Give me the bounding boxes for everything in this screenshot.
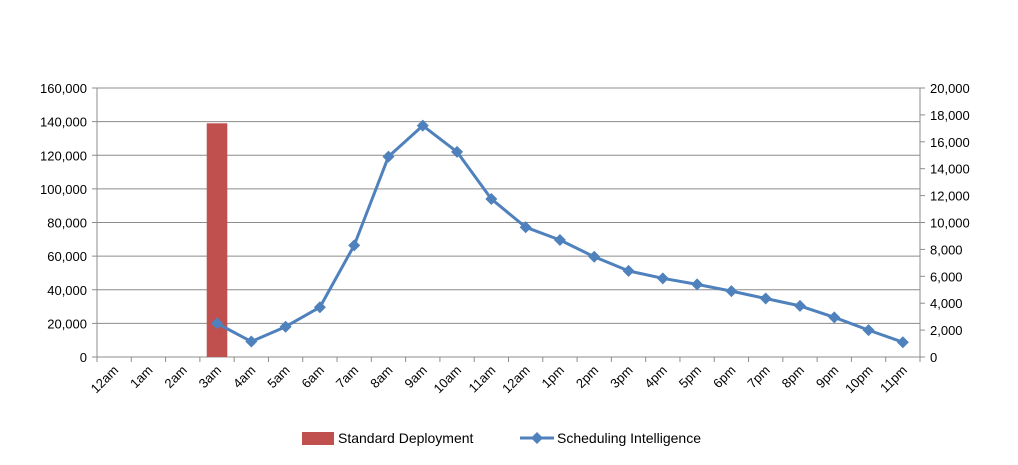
- right-tick-label: 14,000: [930, 162, 970, 177]
- line-point: [691, 278, 704, 291]
- bar-series: [206, 123, 228, 358]
- right-tick-label: 20,000: [930, 81, 970, 96]
- line-point: [451, 145, 464, 158]
- x-tick-label: 8am: [367, 363, 395, 391]
- x-tick-label: 4pm: [641, 363, 669, 391]
- right-tick-label: 10,000: [930, 216, 970, 231]
- right-tick-label: 18,000: [930, 108, 970, 123]
- line-point: [211, 317, 224, 330]
- left-tick-label: 160,000: [40, 81, 87, 96]
- right-tick-label: 2,000: [930, 323, 963, 338]
- line-point: [725, 285, 738, 298]
- x-tick-label: 2am: [161, 363, 189, 391]
- x-tick-label: 7am: [333, 363, 361, 391]
- x-tick-label: 6pm: [710, 363, 738, 391]
- left-tick-label: 80,000: [47, 216, 87, 231]
- gridlines: [97, 87, 920, 324]
- x-tick-label: 7pm: [744, 363, 772, 391]
- x-tick-label: 10pm: [842, 363, 876, 397]
- line-point: [416, 119, 429, 132]
- x-tick-label: 6am: [299, 363, 327, 391]
- x-tick-label: 12am: [499, 363, 533, 397]
- left-tick-label: 40,000: [47, 283, 87, 298]
- line-point: [759, 292, 772, 305]
- x-tick-label: 8pm: [779, 363, 807, 391]
- right-tick-label: 12,000: [930, 189, 970, 204]
- x-tick-label: 9pm: [813, 363, 841, 391]
- x-tick-label: 10am: [431, 363, 465, 397]
- bar: [206, 123, 228, 358]
- x-tick-label: 1am: [127, 363, 155, 391]
- left-tick-label: 0: [80, 350, 87, 365]
- left-tick-label: 60,000: [47, 249, 87, 264]
- line-point: [553, 233, 566, 246]
- right-tick-label: 0: [930, 350, 937, 365]
- left-tick-label: 20,000: [47, 316, 87, 331]
- left-axis-ticks: 0 20,000 40,000 60,000 80,000 100,000 120,000 1…: [40, 81, 97, 365]
- legend-label-standard-deployment: Standard Deployment: [338, 430, 474, 446]
- legend-swatch-standard-deployment: [302, 432, 334, 445]
- right-tick-label: 6,000: [930, 269, 963, 284]
- x-tick-label: 12am: [88, 363, 122, 397]
- x-tick-label: 11am: [466, 363, 499, 396]
- left-tick-label: 120,000: [40, 148, 87, 163]
- x-tick-label: 5am: [264, 363, 292, 391]
- right-axis-ticks: 0 2,000 4,000 6,000 8,000 10,000 12,000 14,000 1…: [920, 81, 970, 365]
- x-tick-label: 5pm: [676, 363, 704, 391]
- right-tick-label: 8,000: [930, 242, 963, 257]
- line-point: [588, 250, 601, 263]
- left-tick-label: 140,000: [40, 115, 87, 130]
- x-tick-label: 3am: [196, 363, 224, 391]
- line-point: [245, 335, 258, 348]
- x-tick-label: 1pm: [539, 363, 567, 391]
- line-point: [485, 192, 498, 205]
- right-tick-label: 4,000: [930, 296, 963, 311]
- x-axis-ticks: 12am 1am 2am 3am 4am 5am 6am 7am 8am 9am 10am 11am 1…: [88, 357, 921, 397]
- line-point: [793, 299, 806, 312]
- x-tick-label: 4am: [230, 363, 258, 391]
- x-tick-label: 9am: [401, 363, 429, 391]
- line-point: [279, 320, 292, 333]
- line-point: [622, 264, 635, 277]
- line-point: [862, 324, 875, 337]
- line-point: [519, 221, 532, 234]
- line-point: [313, 301, 326, 314]
- right-tick-label: 16,000: [930, 135, 970, 150]
- line-point: [828, 311, 841, 324]
- x-tick-label: 3pm: [607, 363, 635, 391]
- left-tick-label: 100,000: [40, 182, 87, 197]
- legend: Standard Deployment Scheduling Intellige…: [302, 430, 701, 446]
- line-point: [656, 272, 669, 285]
- line-point: [382, 150, 395, 163]
- x-tick-label: 11pm: [877, 363, 910, 396]
- legend-marker-scheduling-intelligence: [531, 432, 543, 444]
- line-series: [211, 119, 909, 349]
- line-point: [348, 239, 361, 252]
- line-point: [896, 336, 909, 349]
- x-tick-label: 2pm: [573, 363, 601, 391]
- legend-label-scheduling-intelligence: Scheduling Intelligence: [557, 430, 701, 446]
